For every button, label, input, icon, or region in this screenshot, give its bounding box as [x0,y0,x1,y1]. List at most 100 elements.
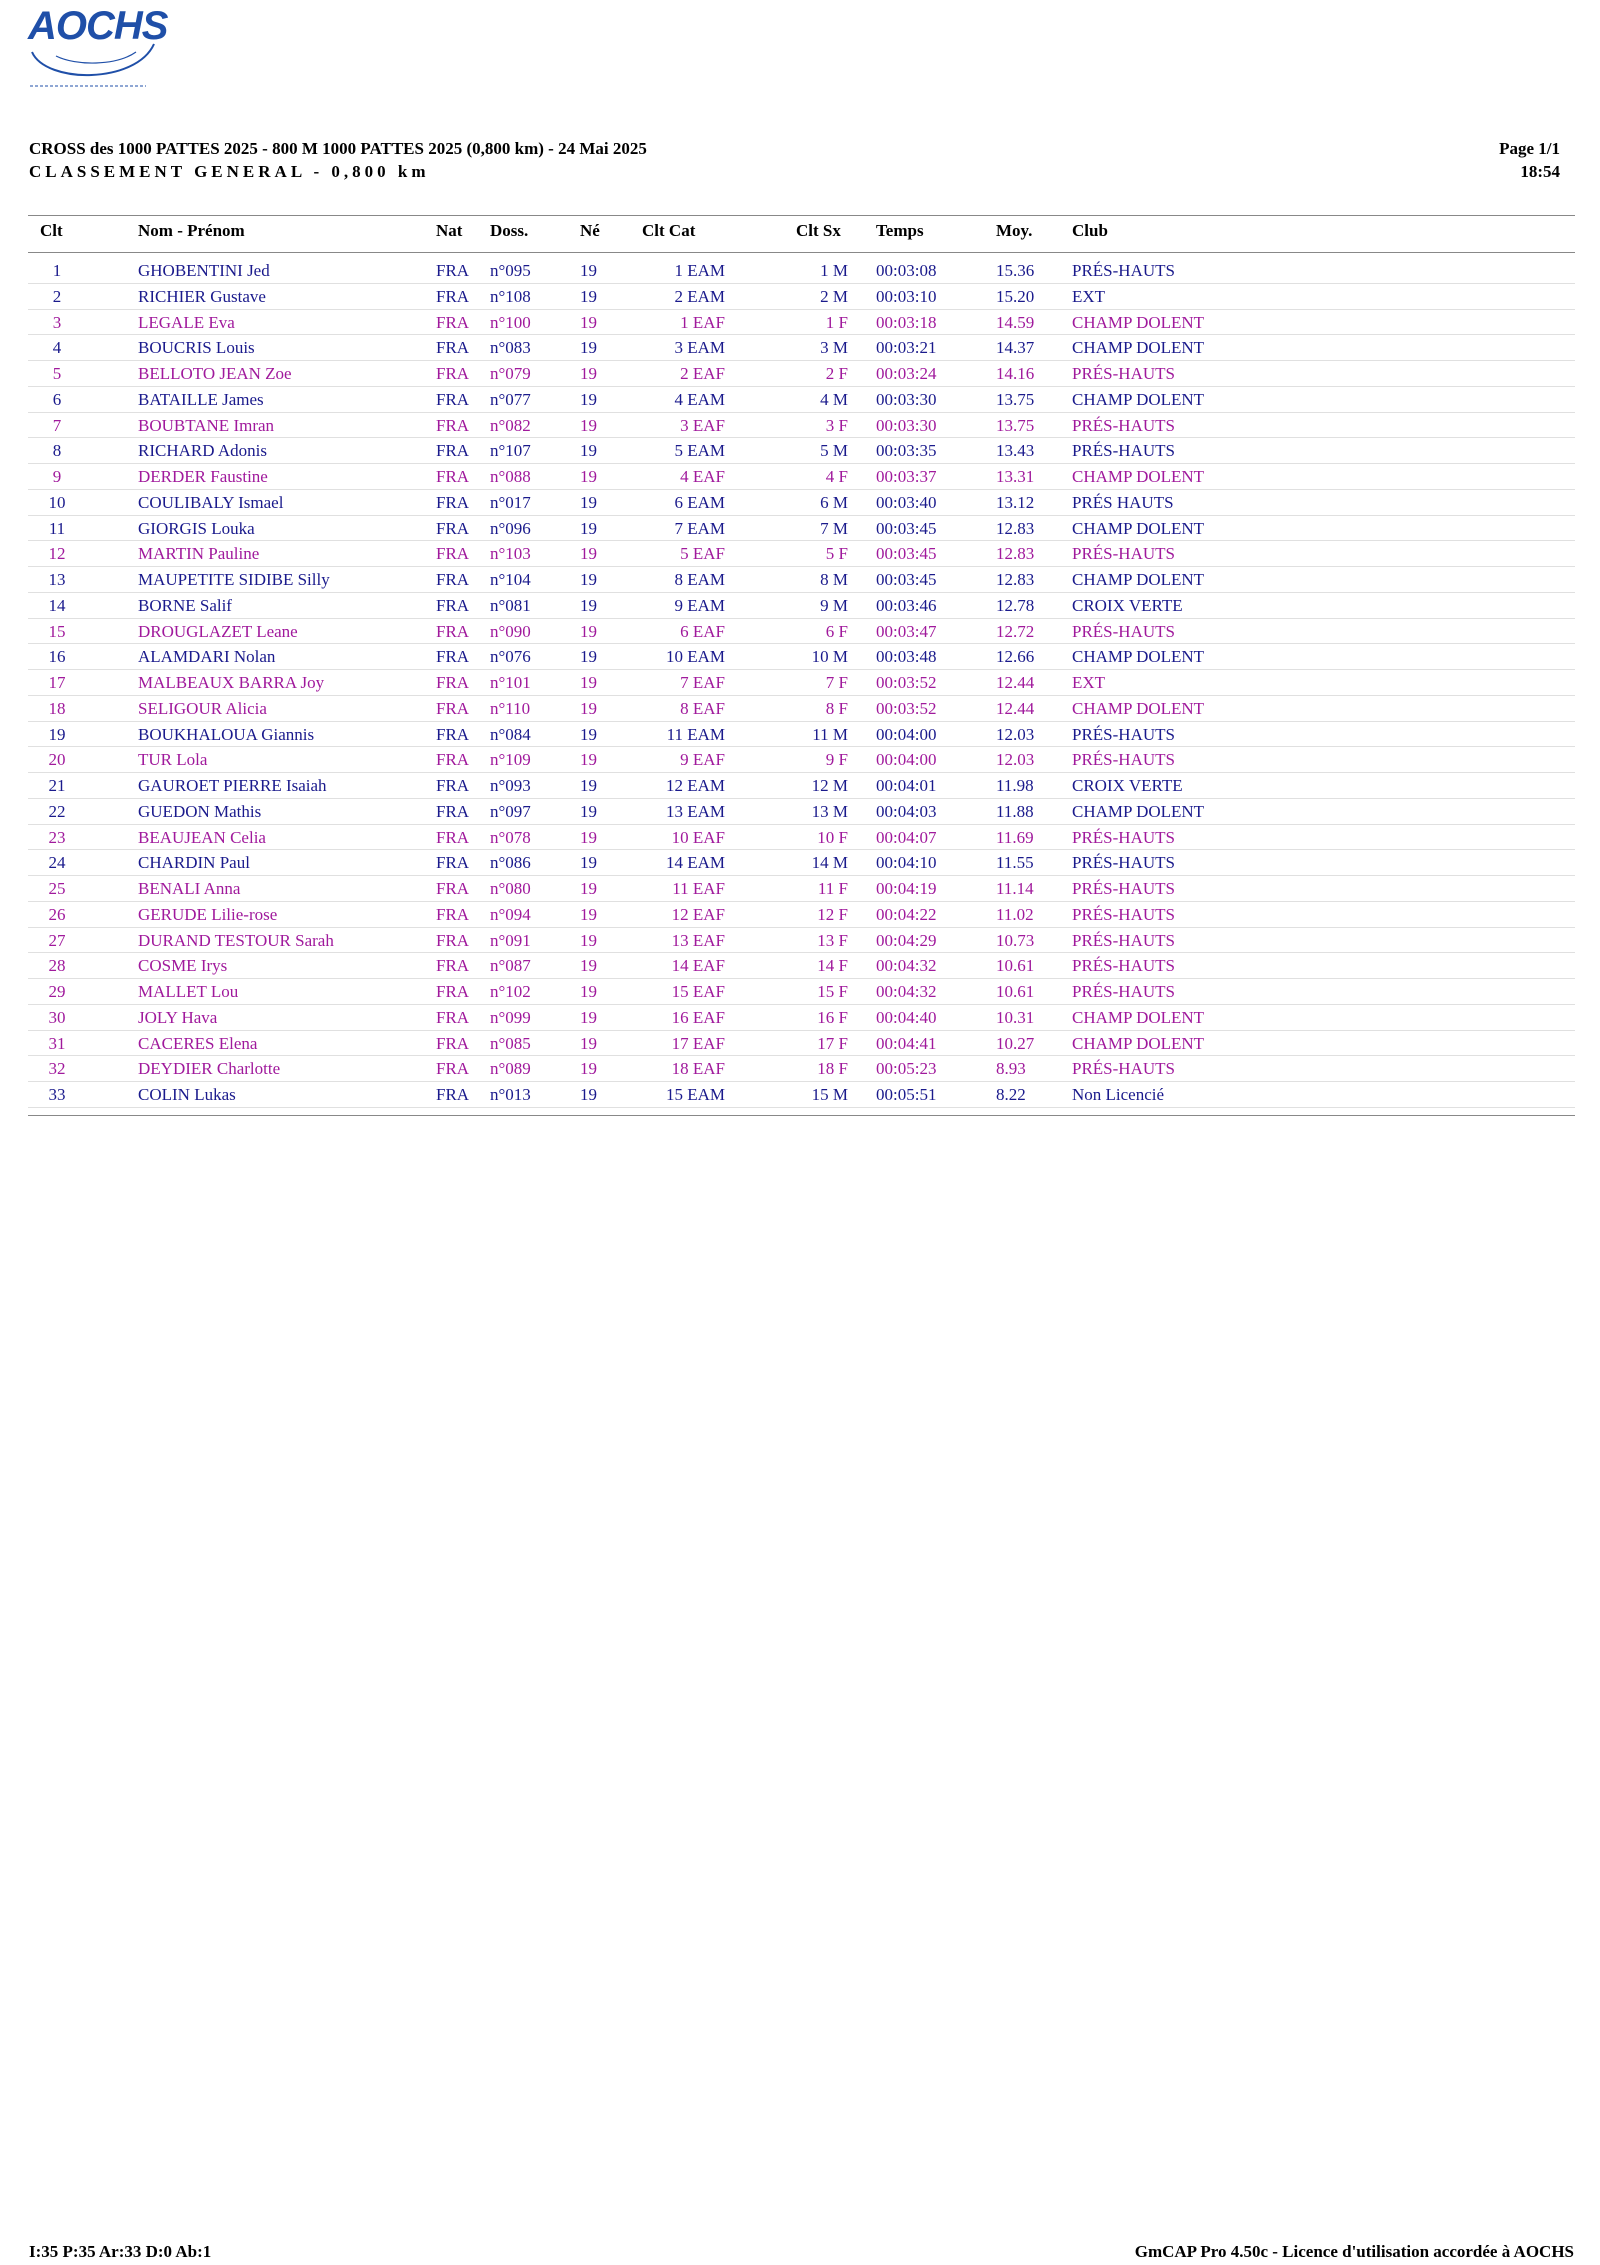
cell-doss: n°094 [490,904,531,924]
table-row: 16 ALAMDARI Nolan FRA n°076 19 10 EAM 10 M 00:0… [0,644,1600,670]
cell-doss: n°097 [490,801,531,821]
cell-cat: 4 EAM [674,389,725,409]
cell-nat: FRA [436,750,470,770]
cell-club: PRÉS-HAUTS [1072,261,1175,280]
cell-name: ALAMDARI Nolan [138,647,276,667]
cell-temps: 00:04:22 [876,904,937,924]
cell-temps: 00:03:40 [876,492,937,512]
cell-name: DROUGLAZET Leane [138,621,298,641]
cell-club: PRÉS-HAUTS [1072,982,1175,1001]
cell-cat: 13 EAM [665,801,725,821]
cell-cat: 15 EAM [665,1085,725,1104]
cell-clt: 7 [52,415,62,435]
cell-name: MALLET Lou [138,982,239,1001]
cell-ne: 19 [580,518,597,538]
cell-clt: 32 [48,1059,66,1079]
cell-cat: 3 EAF [680,415,725,435]
cell-clt: 18 [48,698,66,718]
cell-clt: 27 [48,930,66,950]
cell-ne: 19 [580,544,597,564]
cell-ne: 19 [580,1085,597,1104]
cell-clt: 26 [48,904,66,924]
cell-clt: 21 [48,776,66,795]
ranking-title: CLASSEMENT GENERAL - 0,800 km [29,162,430,181]
cell-sx: 18 F [817,1059,848,1079]
footer-license: GmCAP Pro 4.50c - Licence d'utilisation … [1134,2242,1574,2261]
cell-temps: 00:05:51 [876,1085,937,1104]
cell-nat: FRA [436,261,470,280]
cell-clt: 16 [48,647,66,667]
cell-doss: n°013 [490,1085,531,1104]
cell-nat: FRA [436,827,470,847]
cell-nat: FRA [436,1007,470,1027]
cell-cat: 4 EAF [680,467,725,486]
cell-club: EXT [1072,673,1106,692]
cell-moy: 15.20 [996,286,1035,306]
cell-ne: 19 [580,621,597,641]
table-row: 6 BATAILLE James FRA n°077 19 4 EAM 4 M 00:03:3… [0,387,1600,413]
cell-nat: FRA [436,621,470,641]
cell-ne: 19 [580,1007,597,1027]
table-row: 18 SELIGOUR Alicia FRA n°110 19 8 EAF 8 F 00:03… [0,696,1600,722]
cell-club: CHAMP DOLENT [1072,338,1205,358]
cell-moy: 12.03 [996,724,1035,744]
cell-doss: n°076 [490,647,531,667]
cell-nat: FRA [436,904,470,924]
col-sx: Clt Sx [796,221,841,240]
cell-moy: 12.44 [996,698,1035,718]
cell-sx: 15 M [811,1085,848,1104]
cell-temps: 00:04:01 [876,776,937,795]
cell-doss: n°091 [490,930,531,950]
cell-moy: 12.66 [996,647,1035,667]
cell-doss: n°089 [490,1059,531,1079]
footer-stats: I:35 P:35 Ar:33 D:0 Ab:1 [29,2242,212,2261]
cell-name: BOUKHALOUA Giannis [138,724,315,744]
cell-clt: 24 [48,853,66,873]
cell-temps: 00:03:47 [876,621,937,641]
cell-club: CHAMP DOLENT [1072,312,1205,332]
cell-ne: 19 [580,312,597,332]
cell-temps: 00:04:00 [876,750,937,770]
cell-cat: 5 EAM [674,441,725,461]
cell-ne: 19 [580,956,597,976]
cell-ne: 19 [580,930,597,950]
table-row: 14 BORNE Salif FRA n°081 19 9 EAM 9 M 00:03:46 1… [0,593,1600,619]
cell-club: PRÉS HAUTS [1072,492,1174,512]
cell-doss: n°086 [490,853,531,873]
cell-moy: 12.78 [996,595,1035,615]
cell-cat: 9 EAM [674,595,725,615]
cell-club: CHAMP DOLENT [1072,570,1205,589]
cell-name: BORNE Salif [138,595,232,615]
cell-nat: FRA [436,492,470,512]
cell-ne: 19 [580,853,597,873]
cell-name: CACERES Elena [138,1033,258,1053]
cell-clt: 12 [48,544,66,564]
cell-cat: 3 EAM [674,338,725,358]
cell-name: RICHARD Adonis [138,441,267,461]
cell-club: PRÉS-HAUTS [1072,879,1175,898]
cell-sx: 3 M [820,338,848,358]
cell-temps: 00:03:24 [876,364,937,383]
cell-nat: FRA [436,286,470,306]
table-row: 15 DROUGLAZET Leane FRA n°090 19 6 EAF 6 F 00:0… [0,619,1600,645]
cell-cat: 1 EAF [680,312,725,332]
cell-clt: 2 [52,286,62,306]
cell-name: BELLOTO JEAN Zoe [138,364,292,383]
cell-cat: 11 EAM [666,724,725,744]
cell-moy: 12.44 [996,673,1035,692]
col-name: Nom - Prénom [138,221,245,240]
cell-nat: FRA [436,544,470,564]
cell-name: DERDER Faustine [138,467,268,486]
cell-clt: 20 [48,750,66,770]
cell-club: CROIX VERTE [1072,595,1183,615]
col-club: Club [1072,221,1108,240]
cell-club: PRÉS-HAUTS [1072,750,1175,770]
cell-temps: 00:03:48 [876,647,937,667]
cell-ne: 19 [580,338,597,358]
cell-temps: 00:03:21 [876,338,937,358]
cell-moy: 14.16 [996,364,1035,383]
cell-doss: n°103 [490,544,531,564]
cell-name: DEYDIER Charlotte [138,1059,281,1079]
cell-moy: 12.83 [996,544,1035,564]
cell-cat: 8 EAF [680,698,725,718]
